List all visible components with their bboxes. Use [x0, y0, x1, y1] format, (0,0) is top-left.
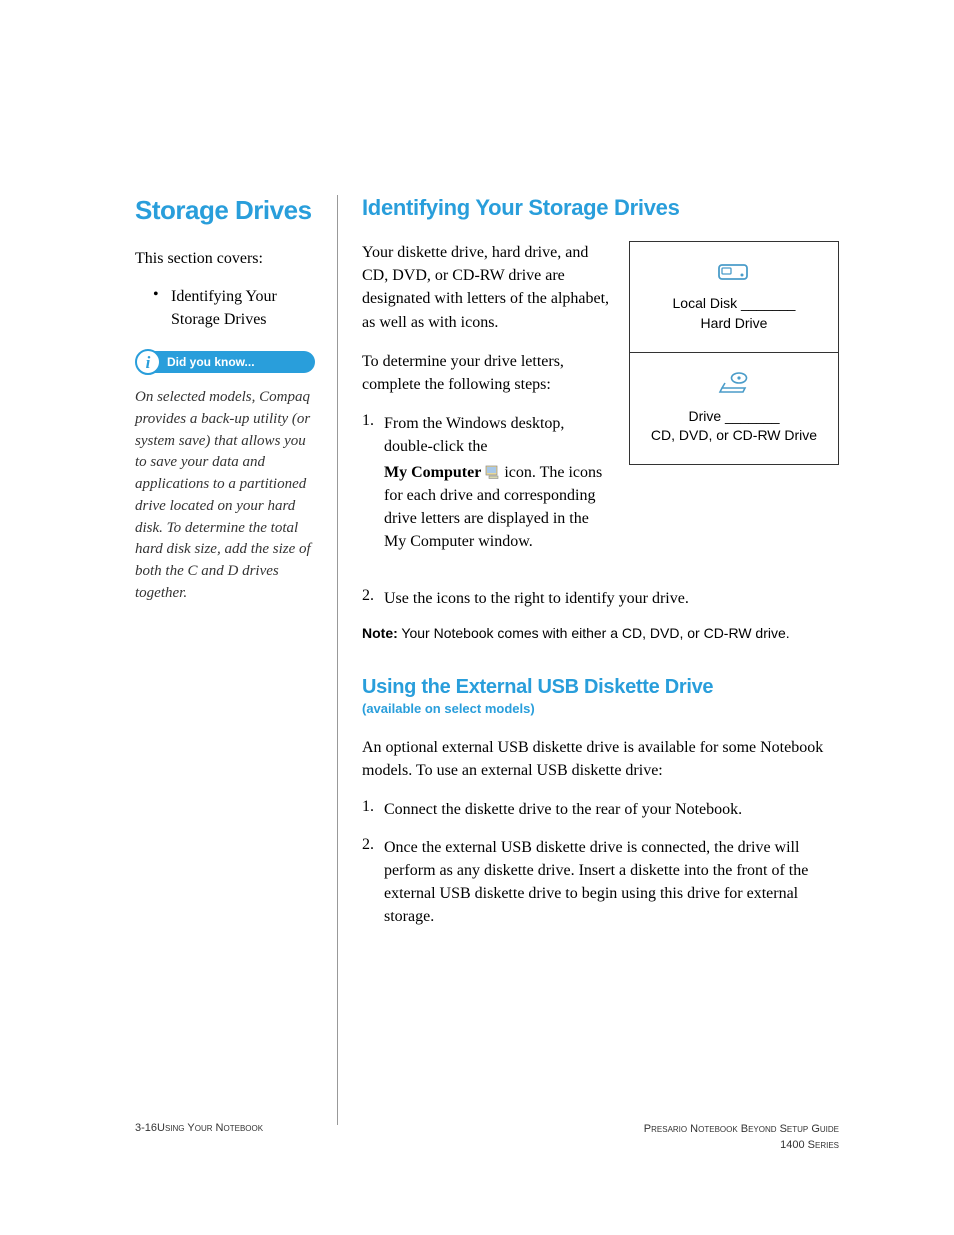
paragraph: To determine your drive letters, complet…: [362, 350, 611, 396]
hard-drive-cell: Local Disk _______ Hard Drive: [629, 241, 839, 353]
section-heading: Identifying Your Storage Drives: [362, 195, 839, 221]
step-item: 1. From the Windows desktop, double-clic…: [362, 412, 611, 553]
info-icon: i: [135, 349, 161, 375]
did-you-know-callout: i Did you know...: [135, 349, 315, 375]
step-number: 2.: [362, 587, 384, 610]
identifying-drives-section: Your diskette drive, hard drive, and CD,…: [362, 241, 839, 567]
step-text: From the Windows desktop, double-click t…: [384, 412, 611, 553]
drives-illustration: Local Disk _______ Hard Drive Drive ____…: [629, 241, 839, 567]
main-heading: Storage Drives: [135, 195, 315, 226]
step-text: Once the external USB diskette drive is …: [384, 836, 839, 929]
step-item: 2. Use the icons to the right to identif…: [362, 587, 839, 610]
footer-left: 3-16 Using Your Notebook: [135, 1122, 263, 1153]
text-content: Your diskette drive, hard drive, and CD,…: [362, 241, 611, 567]
paragraph: Your diskette drive, hard drive, and CD,…: [362, 241, 611, 334]
cd-drive-cell: Drive _______ CD, DVD, or CD-RW Drive: [629, 353, 839, 465]
section-subtitle: (available on select models): [362, 701, 839, 716]
callout-body: On selected models, Compaq provides a ba…: [135, 387, 315, 605]
step-number: 1.: [362, 798, 384, 821]
step-text: Connect the diskette drive to the rear o…: [384, 798, 839, 821]
paragraph: An optional external USB diskette drive …: [362, 736, 839, 782]
section-intro: This section covers:: [135, 248, 315, 270]
step-number: 1.: [362, 412, 384, 553]
page-footer: 3-16 Using Your Notebook Presario Notebo…: [135, 1122, 839, 1153]
footer-right: Presario Notebook Beyond Setup Guide 140…: [644, 1122, 839, 1153]
list-item: • Identifying Your Storage Drives: [135, 286, 315, 331]
left-column: Storage Drives This section covers: • Id…: [135, 195, 337, 1125]
step-item: 2. Once the external USB diskette drive …: [362, 836, 839, 929]
my-computer-icon: [485, 463, 500, 477]
step-number: 2.: [362, 836, 384, 929]
step-text: Use the icons to the right to identify y…: [384, 587, 839, 610]
note: Note: Your Notebook comes with either a …: [362, 624, 839, 644]
step-item: 1. Connect the diskette drive to the rea…: [362, 798, 839, 821]
callout-label: Did you know...: [147, 351, 315, 373]
hard-drive-icon: [717, 261, 751, 289]
bullet-text: Identifying Your Storage Drives: [171, 286, 315, 331]
bullet-marker: •: [153, 286, 171, 331]
cd-drive-icon: [717, 371, 751, 401]
section-heading: Using the External USB Diskette Drive: [362, 676, 839, 699]
right-column: Identifying Your Storage Drives Your dis…: [338, 195, 839, 1125]
